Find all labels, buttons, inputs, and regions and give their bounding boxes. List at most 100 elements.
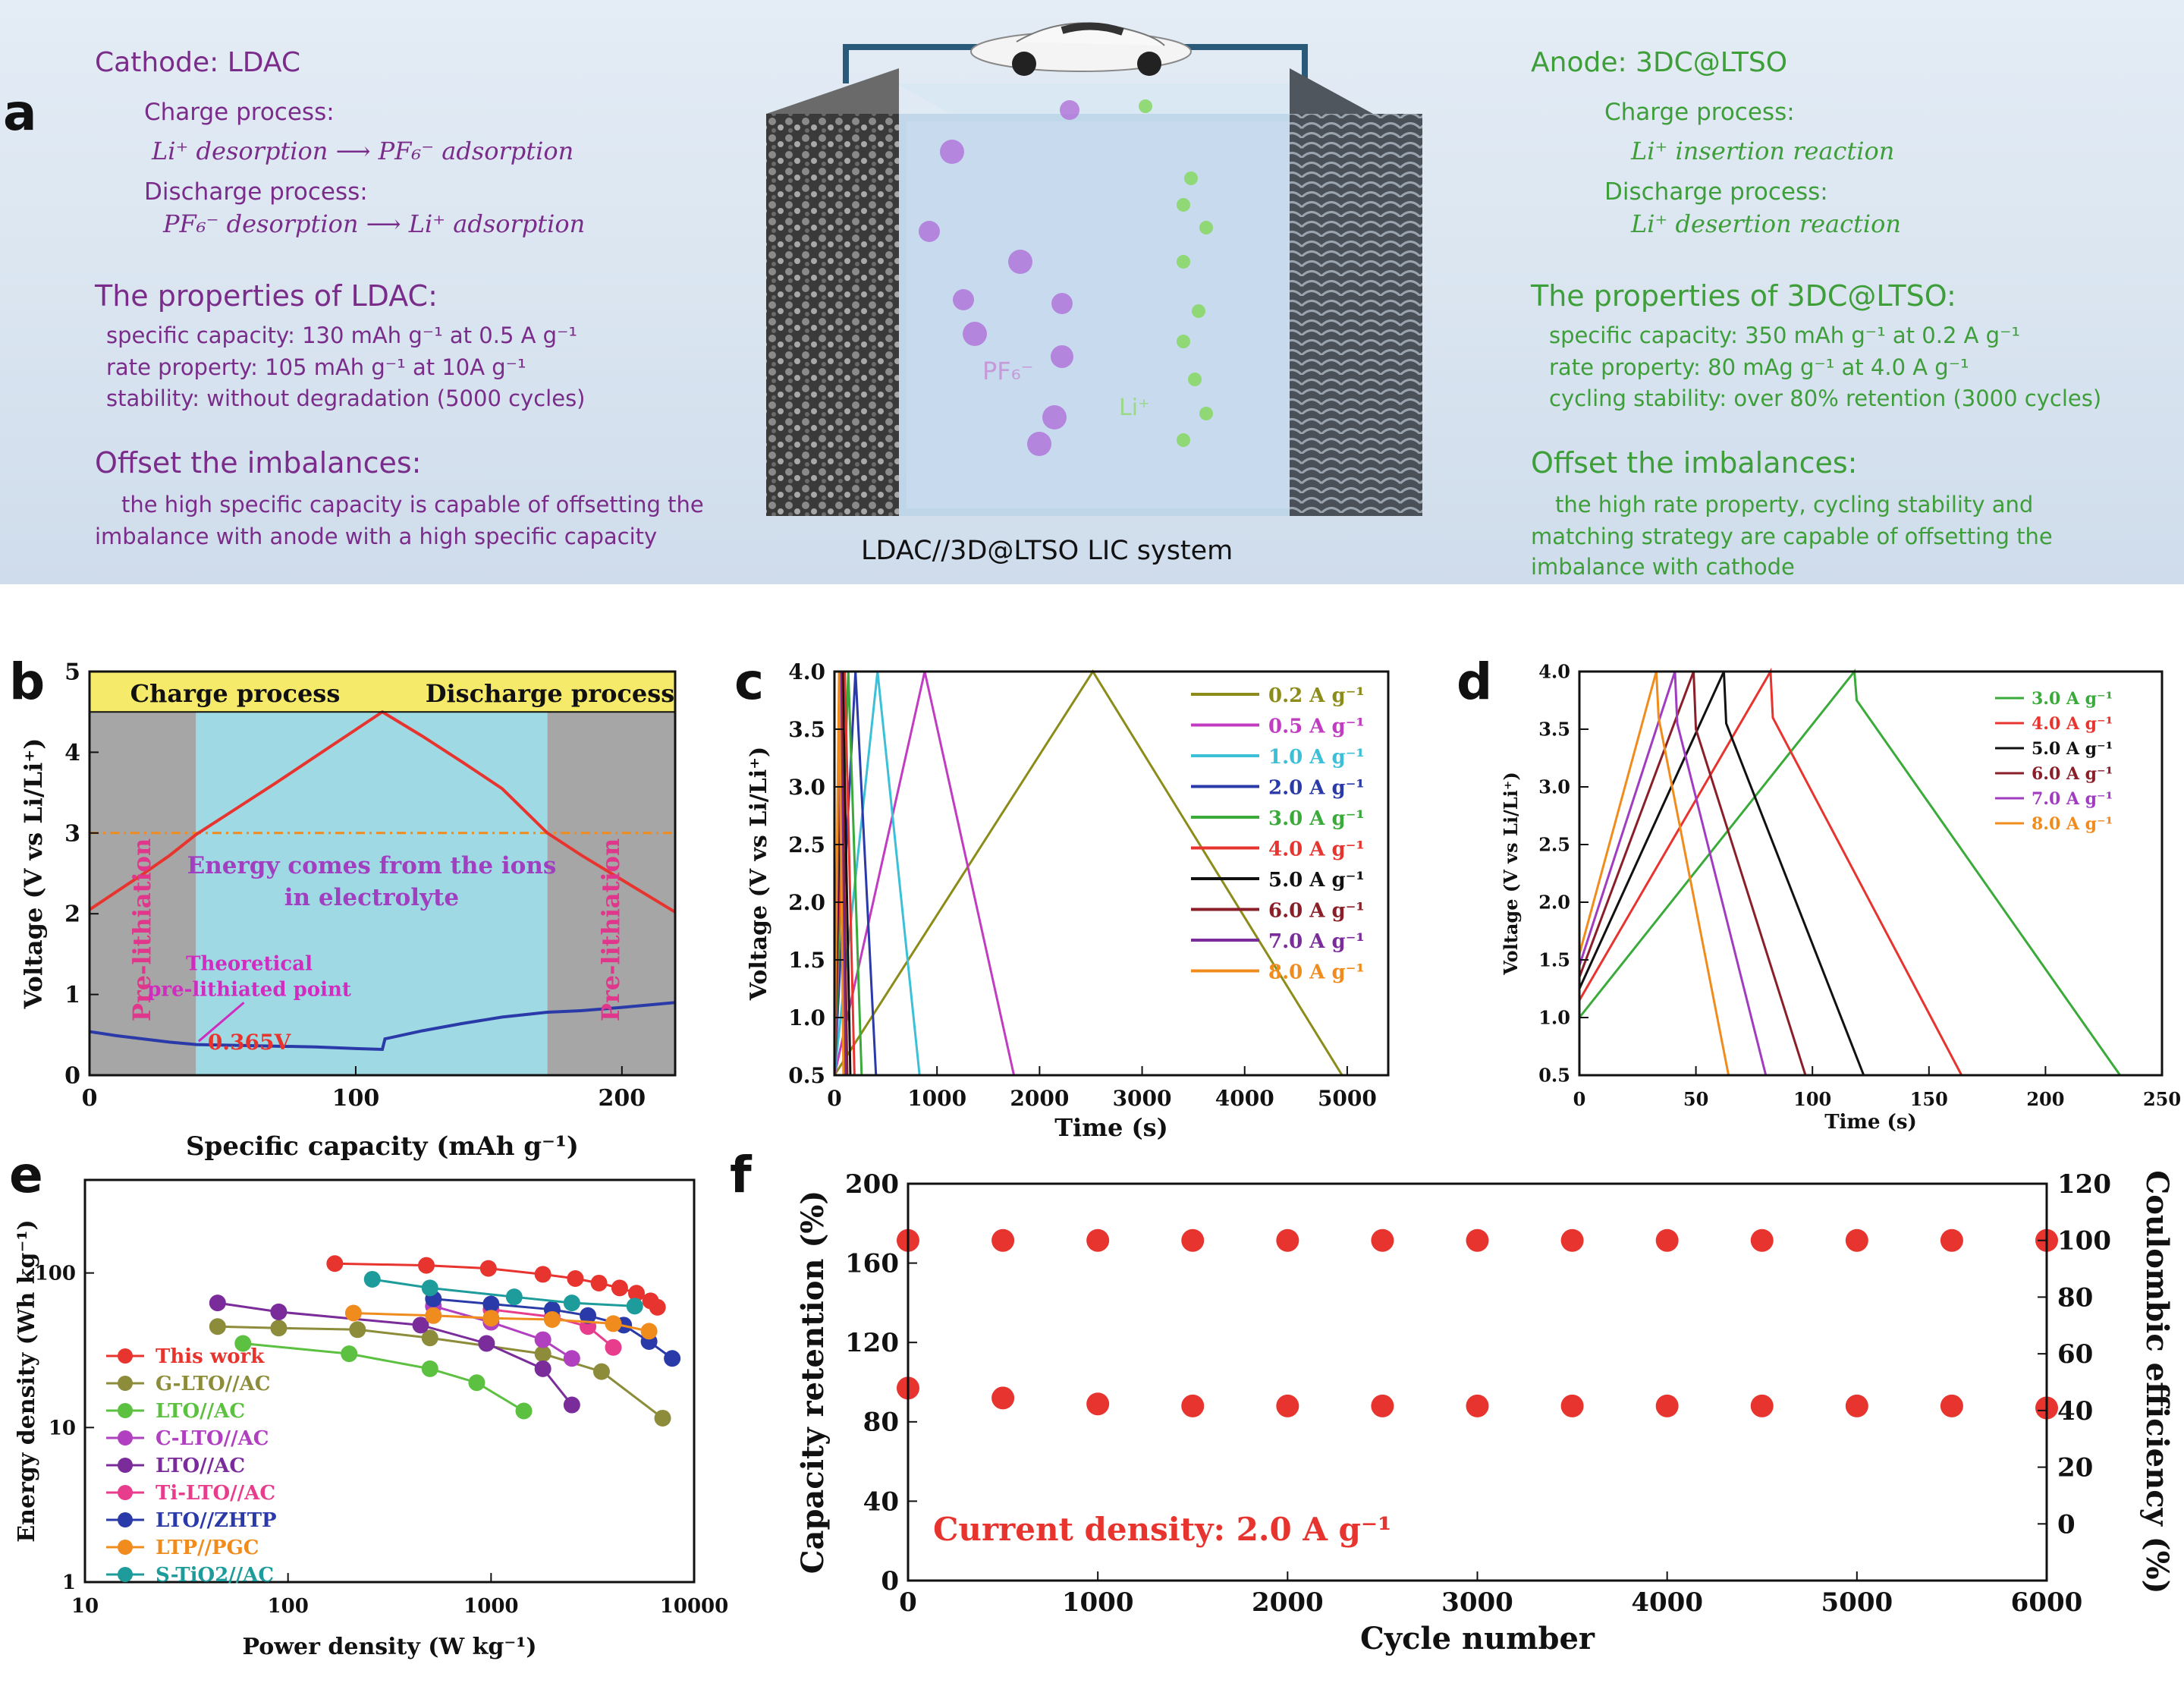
f-y2-tick-label: 40 <box>2057 1396 2093 1427</box>
f-data-point <box>1276 1394 1299 1417</box>
f-data-point <box>1655 1394 1679 1417</box>
d-x-tick-label: 200 <box>2026 1088 2064 1110</box>
schematic-graphic <box>766 22 1422 516</box>
e-data-point <box>478 1335 495 1352</box>
d-y-tick-label: 1.5 <box>1538 948 1570 970</box>
c-legend-label: 5.0 A g⁻¹ <box>1268 869 1365 892</box>
b-x-tick-label: 200 <box>599 1085 646 1112</box>
d-legend-label: 5.0 A g⁻¹ <box>2032 739 2113 759</box>
e-y-axis-label: Energy density (Wh kg⁻¹) <box>14 1219 40 1542</box>
e-series-line <box>432 1304 573 1360</box>
f-x-tick-label: 3000 <box>1441 1587 1513 1618</box>
f-data-point <box>1845 1394 1868 1417</box>
f-data-point <box>1940 1394 1963 1417</box>
panel-label-c: c <box>734 653 765 711</box>
anode-property-2: rate property: 80 mAg g⁻¹ at 4.0 A g⁻¹ <box>1549 354 1969 380</box>
d-series-curve <box>1578 667 1963 1076</box>
b-region-label-right: Pre-lithiation <box>596 838 625 1021</box>
e-x-tick-label: 100 <box>268 1595 309 1618</box>
anode-property-3: cycling stability: over 80% retention (3… <box>1549 385 2102 411</box>
d-y-axis-label: Voltage (V vs Li/Li⁺) <box>1500 772 1522 976</box>
d-x-tick-label: 100 <box>1793 1088 1831 1110</box>
e-data-point <box>270 1303 288 1320</box>
e-data-point <box>425 1307 442 1324</box>
b-center-text-1: Energy comes from the ions <box>187 852 557 879</box>
f-y-tick-label: 200 <box>845 1169 899 1200</box>
f-data-point <box>1371 1228 1394 1252</box>
f-x-tick-label: 6000 <box>2011 1587 2083 1618</box>
b-y-tick-label: 5 <box>64 659 80 686</box>
b-energy-region <box>196 712 548 1075</box>
cathode-property-1: specific capacity: 130 mAh g⁻¹ at 0.5 A … <box>106 322 578 348</box>
f-y2-tick-label: 60 <box>2057 1339 2093 1370</box>
c-legend-label: 3.0 A g⁻¹ <box>1268 807 1365 830</box>
e-data-point <box>234 1335 252 1352</box>
d-series-curve <box>1578 671 1865 1076</box>
e-legend-label: G-LTO//AC <box>156 1373 271 1395</box>
e-data-point <box>627 1285 645 1302</box>
f-y2-tick-label: 120 <box>2057 1169 2111 1200</box>
b-x-axis-label: Specific capacity (mAh g⁻¹) <box>186 1131 579 1162</box>
e-data-point <box>534 1345 551 1363</box>
anode-offset-line-2: matching strategy are capable of offsett… <box>1531 524 2053 549</box>
e-data-point <box>654 1409 671 1427</box>
e-legend-marker <box>118 1348 133 1364</box>
cathode-charge-label: Charge process: <box>144 99 335 126</box>
e-data-point <box>479 1260 497 1277</box>
f-data-point <box>1371 1394 1394 1417</box>
c-x-tick-label: 0 <box>827 1086 841 1111</box>
e-data-point <box>580 1307 597 1324</box>
f-data-point <box>1466 1394 1489 1417</box>
c-legend-label: 6.0 A g⁻¹ <box>1268 900 1365 923</box>
cathode-offset-line-1: the high specific capacity is capable of… <box>121 492 704 517</box>
e-legend-label: LTP//PGC <box>156 1537 259 1559</box>
d-x-tick-label: 0 <box>1573 1088 1586 1110</box>
anode-offset-title: Offset the imbalances: <box>1531 446 1858 480</box>
b-x-tick-label: 0 <box>82 1085 98 1112</box>
e-legend-label: LTO//AC <box>156 1400 245 1423</box>
cathode-discharge-label: Discharge process: <box>144 178 368 206</box>
ion-label-pf6: PF₆⁻ <box>982 357 1034 385</box>
f-data-point <box>1086 1392 1110 1416</box>
f-data-point <box>1466 1228 1489 1252</box>
b-annotation-1: Theoretical <box>186 953 313 976</box>
f-data-point <box>1560 1394 1584 1417</box>
ion-label-li: Li⁺ <box>1119 395 1150 421</box>
b-y-axis-label: Voltage (V vs Li/Li⁺) <box>19 738 48 1010</box>
cathode-charge-reaction: Li⁺ desorption ⟶ PF₆⁻ adsorption <box>152 137 574 165</box>
f-y2-tick-label: 20 <box>2057 1453 2093 1483</box>
e-data-point <box>611 1279 628 1297</box>
d-legend-label: 7.0 A g⁻¹ <box>2032 789 2113 809</box>
e-data-point <box>664 1350 681 1367</box>
d-x-tick-label: 150 <box>1910 1088 1948 1110</box>
e-data-point <box>270 1320 288 1337</box>
e-legend-label: S-TiO2//AC <box>156 1564 274 1587</box>
d-y-tick-label: 3.5 <box>1538 718 1570 740</box>
e-legend-marker <box>118 1540 133 1555</box>
c-y-tick-label: 1.5 <box>788 948 825 973</box>
e-data-point <box>567 1270 584 1288</box>
d-y-tick-label: 2.5 <box>1538 833 1570 855</box>
e-data-point <box>412 1317 429 1334</box>
e-legend-marker <box>118 1430 133 1445</box>
f-data-point <box>991 1228 1015 1252</box>
b-header-discharge: Discharge process <box>426 679 675 708</box>
b-region-label-left: Pre-lithiation <box>127 838 156 1021</box>
e-data-point <box>468 1374 486 1392</box>
b-prelithiation-region-right <box>547 712 675 1075</box>
b-cathode-curve <box>88 709 677 914</box>
e-data-point <box>626 1298 643 1315</box>
e-data-point <box>640 1323 658 1340</box>
e-data-point <box>482 1295 500 1313</box>
c-legend-label: 1.0 A g⁻¹ <box>1268 746 1365 769</box>
anode-charge-reaction: Li⁺ insertion reaction <box>1631 137 1895 165</box>
d-y-tick-label: 1.0 <box>1538 1006 1570 1028</box>
panel-label-b: b <box>9 653 46 711</box>
b-annotation-arrow <box>197 1002 245 1043</box>
e-data-point <box>421 1279 438 1297</box>
e-legend-label: LTO//AC <box>156 1455 245 1477</box>
b-annotation-value: 0.365V <box>208 1030 292 1055</box>
